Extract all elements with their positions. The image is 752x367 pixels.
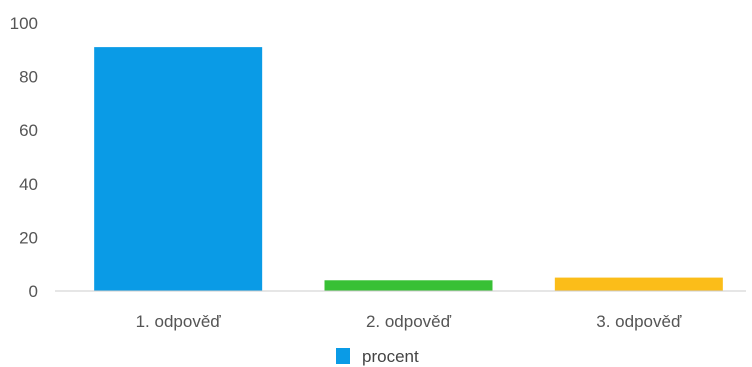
y-axis-tick-labels: 0 20 40 60 80 100 — [10, 14, 38, 301]
y-tick-label: 100 — [10, 14, 38, 33]
bars — [94, 47, 723, 292]
y-tick-label: 40 — [19, 175, 38, 194]
legend: procent — [336, 347, 419, 366]
bar-1 — [94, 47, 263, 292]
y-tick-label: 0 — [29, 282, 38, 301]
y-tick-label: 20 — [19, 228, 38, 247]
y-tick-label: 80 — [19, 68, 38, 87]
y-tick-label: 60 — [19, 121, 38, 140]
bar-2 — [324, 280, 493, 291]
bar-3 — [554, 277, 723, 291]
x-tick-label-3: 3. odpověď — [596, 312, 682, 331]
x-axis-tick-labels: 1. odpověď 2. odpověď 3. odpověď — [136, 312, 682, 331]
legend-label-procent: procent — [362, 347, 419, 366]
x-tick-label-1: 1. odpověď — [136, 312, 222, 331]
x-tick-label-2: 2. odpověď — [366, 312, 452, 331]
legend-swatch-procent — [336, 348, 350, 364]
